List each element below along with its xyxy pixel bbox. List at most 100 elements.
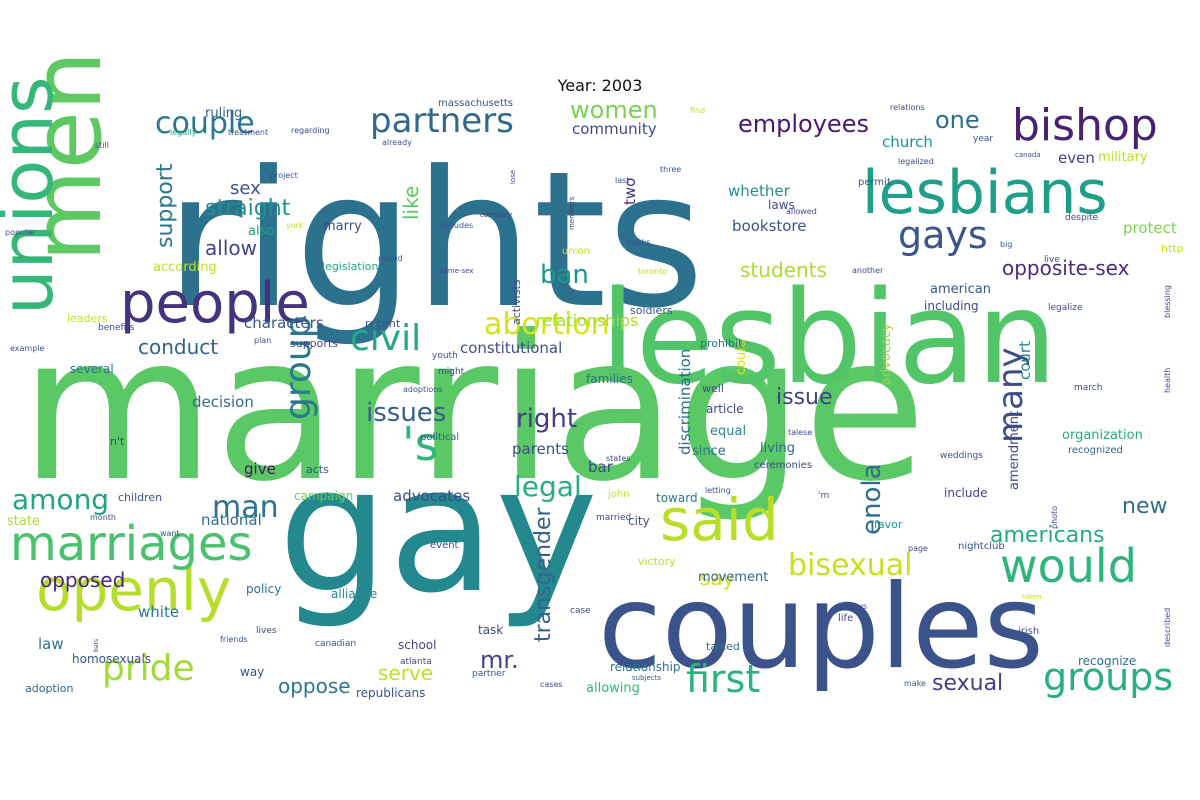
cloud-word: bookstore	[732, 217, 807, 235]
cloud-word: york	[286, 221, 304, 230]
cloud-word: right	[516, 404, 577, 434]
cloud-word: talese	[788, 428, 812, 437]
cloud-word: last	[615, 176, 629, 185]
cloud-word: campaign	[294, 489, 353, 503]
cloud-word: man	[212, 490, 279, 525]
cloud-word: gays	[898, 213, 988, 257]
cloud-word: court	[1016, 341, 1034, 380]
cloud-word: nightclub	[958, 541, 1005, 552]
cloud-word: described	[1163, 608, 1172, 647]
cloud-word: acts	[306, 463, 329, 476]
cloud-word: among	[12, 483, 109, 516]
cloud-word: live	[1044, 255, 1060, 265]
cloud-word: way	[240, 665, 264, 679]
cloud-word: new	[1122, 494, 1167, 519]
cloud-word: taken	[1022, 593, 1042, 601]
cloud-word: partner	[472, 669, 506, 679]
cloud-word: subjects	[632, 674, 661, 682]
cloud-word: people	[120, 271, 310, 336]
cloud-word: many	[991, 347, 1031, 443]
cloud-word: photo	[1050, 506, 1059, 529]
cloud-word: life	[838, 613, 853, 624]
cloud-word: lose	[509, 170, 517, 184]
cloud-word: laws	[768, 198, 795, 212]
cloud-word: women	[570, 96, 658, 124]
cloud-word: talked	[706, 640, 740, 653]
cloud-word: bishop	[1012, 100, 1158, 151]
cloud-word: sexual	[932, 671, 1003, 696]
cloud-word: parents	[512, 440, 569, 458]
cloud-word: alliance	[331, 587, 377, 601]
cloud-word: books	[627, 238, 651, 247]
cloud-word: decision	[192, 393, 254, 411]
cloud-word: article	[706, 402, 744, 416]
cloud-word: canadian	[315, 639, 356, 649]
cloud-word: guys	[848, 602, 867, 611]
cloud-word: letting	[705, 486, 731, 495]
chart-title: Year: 2003	[557, 76, 643, 95]
cloud-word: since	[692, 444, 726, 459]
cloud-word: another	[852, 266, 884, 275]
cloud-word: could	[734, 340, 749, 375]
cloud-word: relations	[890, 103, 925, 112]
cloud-word: political	[420, 432, 459, 443]
cloud-word: say	[700, 566, 735, 590]
cloud-word: example	[10, 344, 45, 353]
cloud-word: lesbians	[862, 158, 1108, 228]
cloud-word: victory	[638, 555, 676, 568]
cloud-word: organization	[1062, 428, 1143, 443]
cloud-word: popular	[5, 228, 36, 237]
cloud-word: regarding	[291, 126, 330, 135]
cloud-word: city	[628, 514, 650, 528]
cloud-word: men	[13, 51, 123, 262]
cloud-word: ceremonies	[754, 460, 812, 471]
cloud-word: even	[1058, 149, 1095, 167]
cloud-word: irish	[1018, 626, 1039, 637]
cloud-word: n't	[110, 435, 125, 448]
cloud-word: said	[660, 486, 779, 554]
cloud-word: bisexual	[788, 548, 912, 583]
cloud-word: legal	[514, 470, 582, 503]
cloud-word: including	[924, 299, 979, 313]
cloud-word: issues	[366, 398, 446, 428]
cloud-word: recognize	[1078, 654, 1136, 668]
cloud-word: health	[1163, 368, 1172, 393]
cloud-word: marriages	[10, 516, 253, 572]
cloud-word: legally	[170, 128, 197, 137]
cloud-word: law	[38, 635, 64, 653]
cloud-word: relationship	[610, 660, 681, 674]
cloud-word: http	[1161, 242, 1184, 255]
cloud-word: children	[118, 491, 162, 504]
cloud-word: constitutional	[460, 339, 562, 357]
cloud-word: equal	[710, 424, 746, 439]
cloud-word: legalize	[1048, 303, 1083, 313]
cloud-word: supports	[290, 337, 338, 350]
cloud-word: americans	[990, 523, 1105, 548]
cloud-word: month	[90, 513, 116, 522]
cloud-word: mr.	[480, 646, 519, 674]
cloud-word: find	[690, 106, 705, 115]
cloud-word: groups	[1043, 655, 1173, 699]
cloud-word: despite	[1065, 213, 1099, 223]
cloud-word: like	[399, 186, 423, 220]
cloud-word: members	[568, 196, 576, 230]
cloud-word: first	[686, 657, 760, 701]
cloud-word: favor	[874, 518, 903, 531]
cloud-word: cases	[540, 680, 563, 689]
cloud-word: gay	[278, 429, 598, 632]
cloud-word: 'm	[818, 491, 829, 501]
cloud-word: raised	[378, 254, 403, 263]
cloud-word: amendment	[1007, 411, 1022, 490]
cloud-word: national	[201, 511, 262, 529]
cloud-word: youth	[432, 351, 458, 361]
cloud-word: legalized	[898, 157, 934, 166]
cloud-word: treatment	[228, 128, 268, 137]
cloud-word: might	[438, 367, 465, 377]
cloud-word: permit	[858, 177, 891, 188]
cloud-word: recognized	[1068, 445, 1123, 456]
cloud-word: also	[248, 224, 274, 239]
cloud-word: couple	[155, 106, 255, 141]
cloud-word: atlanta	[400, 657, 432, 667]
cloud-word: benefits	[98, 323, 135, 333]
cloud-word: case	[570, 606, 591, 616]
